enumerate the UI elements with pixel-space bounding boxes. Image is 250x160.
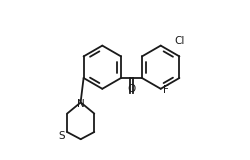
Text: Cl: Cl [174, 36, 184, 46]
Text: O: O [127, 84, 135, 94]
Text: S: S [58, 131, 64, 141]
Text: N: N [76, 99, 84, 109]
Text: F: F [162, 85, 168, 95]
